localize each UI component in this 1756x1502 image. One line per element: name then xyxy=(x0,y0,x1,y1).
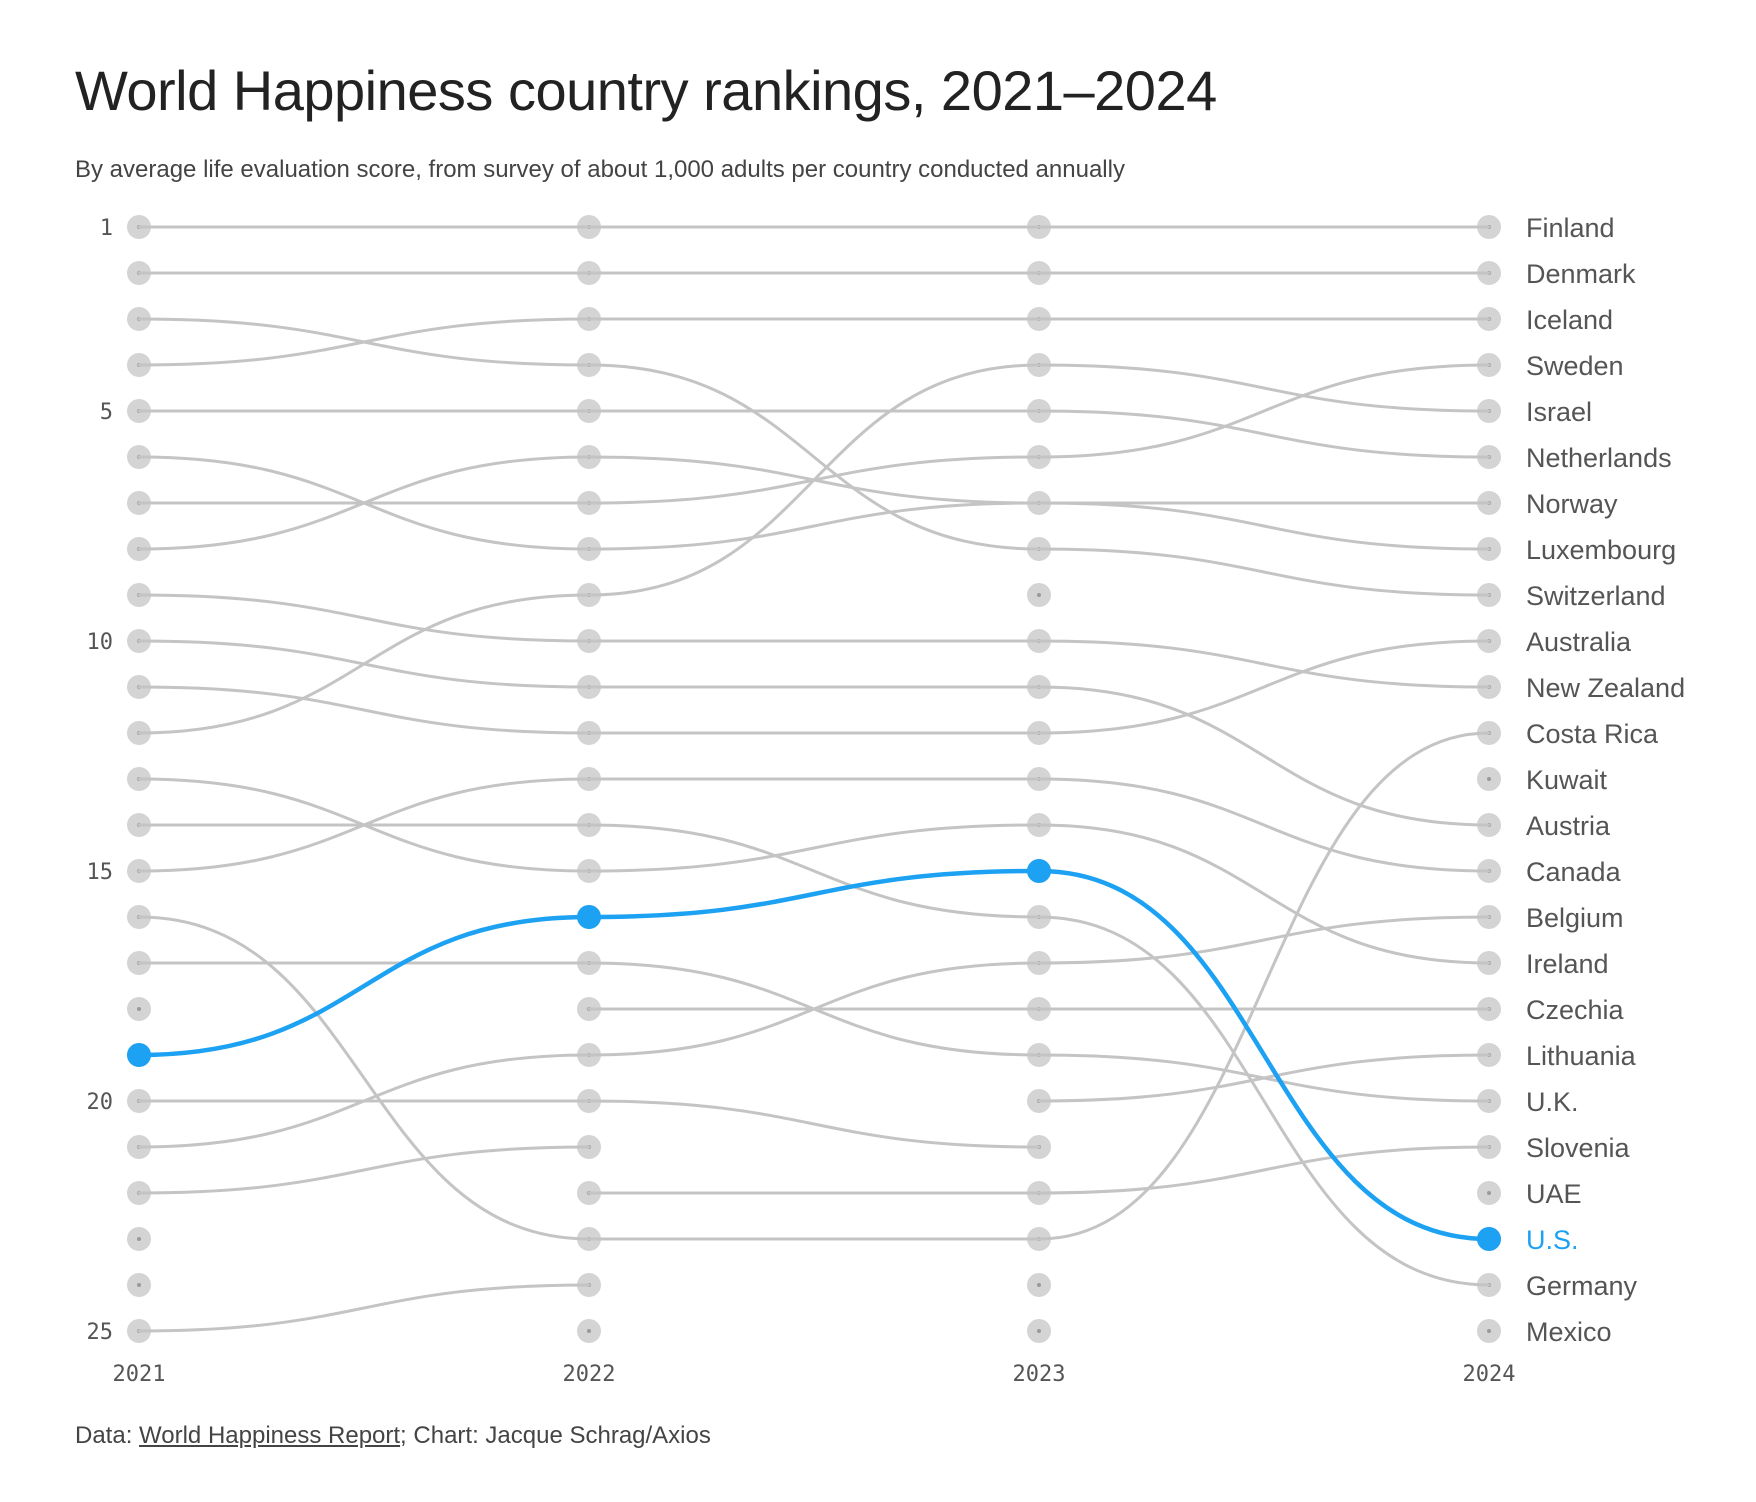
chart-title: World Happiness country rankings, 2021–2… xyxy=(75,59,1217,122)
rank-tick-label: 1 xyxy=(100,216,113,241)
country-label-sweden: Sweden xyxy=(1526,351,1624,381)
highlight-line xyxy=(127,859,1501,1251)
series-line-unlabeled xyxy=(137,1099,1041,1149)
country-label-germany: Germany xyxy=(1526,1271,1638,1301)
rank-dot-center xyxy=(1487,1329,1491,1333)
series-line-costa-rica xyxy=(137,731,1491,1241)
series-line-switzerland xyxy=(137,317,1491,597)
series-line-netherlands xyxy=(137,409,1491,459)
rank-tick-label: 15 xyxy=(87,860,114,885)
source-link[interactable]: World Happiness Report xyxy=(139,1422,401,1449)
year-label-2022: 2022 xyxy=(563,1362,616,1387)
highlight-point xyxy=(1477,1227,1501,1251)
country-label-new-zealand: New Zealand xyxy=(1526,673,1685,703)
highlight-point xyxy=(127,1043,151,1067)
country-label-switzerland: Switzerland xyxy=(1526,581,1666,611)
country-label-canada: Canada xyxy=(1526,857,1622,887)
highlight-point xyxy=(577,905,601,929)
series-line-australia xyxy=(137,639,1491,735)
country-label-israel: Israel xyxy=(1526,397,1592,427)
rank-tick-label: 10 xyxy=(87,630,114,655)
country-label-belgium: Belgium xyxy=(1526,903,1624,933)
year-label-2021: 2021 xyxy=(113,1362,166,1387)
chart-subtitle: By average life evaluation score, from s… xyxy=(75,156,1125,183)
country-label-lithuania: Lithuania xyxy=(1526,1041,1637,1071)
country-label-finland: Finland xyxy=(1526,213,1615,243)
rank-tick-label: 5 xyxy=(100,400,113,425)
rank-dot-center xyxy=(1487,1191,1491,1195)
country-label-norway: Norway xyxy=(1526,489,1618,519)
rank-dot-center xyxy=(137,1237,141,1241)
year-label-2023: 2023 xyxy=(1013,1362,1066,1387)
country-label-austria: Austria xyxy=(1526,811,1611,841)
country-label-ireland: Ireland xyxy=(1526,949,1609,979)
rank-tick-label: 25 xyxy=(87,1320,114,1345)
country-labels: Finland Denmark Iceland Sweden Israel Netherl… xyxy=(1526,213,1685,1347)
country-label-luxembourg: Luxembourg xyxy=(1526,535,1676,565)
country-label-czechia: Czechia xyxy=(1526,995,1625,1025)
rank-dot-center xyxy=(137,1283,141,1287)
series-line-unlabeled xyxy=(137,1283,591,1333)
rank-tick-label: 20 xyxy=(87,1090,114,1115)
rank-dot-center xyxy=(587,1329,591,1333)
highlight-point xyxy=(1027,859,1051,883)
country-label-kuwait: Kuwait xyxy=(1526,765,1608,795)
year-axis: 2021 2022 2023 2024 xyxy=(113,1362,1516,1387)
grey-lines xyxy=(137,225,1491,1333)
rank-dot-center xyxy=(1037,593,1041,597)
series-line-new-zealand xyxy=(137,593,1491,689)
country-label-denmark: Denmark xyxy=(1526,259,1636,289)
country-label-mexico: Mexico xyxy=(1526,1317,1612,1347)
series-line-iceland xyxy=(137,317,1491,367)
country-label-australia: Australia xyxy=(1526,627,1632,657)
rank-dot-center xyxy=(1037,1283,1041,1287)
country-label-iceland: Iceland xyxy=(1526,305,1613,335)
series-line-u-s xyxy=(136,868,1492,1242)
country-label-costa-rica: Costa Rica xyxy=(1526,719,1659,749)
series-line-sweden xyxy=(137,363,1491,505)
series-line-slovenia xyxy=(587,1145,1491,1195)
rank-dot-center xyxy=(1037,1329,1041,1333)
series-line-germany xyxy=(137,823,1491,1287)
country-label-slovenia: Slovenia xyxy=(1526,1133,1631,1163)
country-label-u-k: U.K. xyxy=(1526,1087,1579,1117)
country-label-u-s: U.S. xyxy=(1526,1225,1579,1255)
series-line-belgium xyxy=(137,915,1491,1149)
country-label-netherlands: Netherlands xyxy=(1526,443,1672,473)
rank-dot-center xyxy=(1487,777,1491,781)
footer-credit: ; Chart: Jacque Schrag/Axios xyxy=(400,1422,711,1449)
country-label-uae: UAE xyxy=(1526,1179,1582,1209)
chart-footer: Data: World Happiness Report; Chart: Jac… xyxy=(75,1422,711,1450)
footer-data-prefix: Data: xyxy=(75,1422,140,1449)
rank-dot-center xyxy=(137,1007,141,1011)
series-line-unlabeled xyxy=(137,1145,591,1195)
series-line-austria xyxy=(137,639,1491,827)
year-label-2024: 2024 xyxy=(1463,1362,1516,1387)
series-line-u-k xyxy=(137,961,1491,1103)
series-line-luxembourg xyxy=(137,455,1491,551)
